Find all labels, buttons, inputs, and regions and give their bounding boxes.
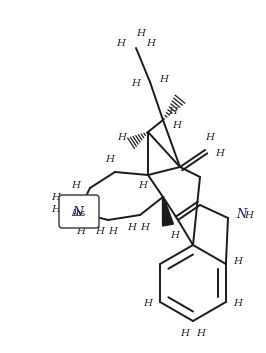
Text: Abs: Abs — [72, 209, 86, 217]
Text: H: H — [147, 38, 156, 48]
Text: H: H — [168, 108, 177, 116]
Text: H: H — [144, 299, 153, 309]
Text: N: N — [73, 205, 84, 219]
Text: H: H — [197, 329, 206, 337]
Text: H: H — [117, 38, 126, 48]
Text: H: H — [95, 227, 105, 237]
Text: H: H — [172, 120, 181, 130]
Text: H: H — [233, 299, 242, 309]
Text: H: H — [244, 210, 253, 220]
Text: H: H — [136, 30, 146, 38]
Text: H: H — [181, 329, 189, 337]
Text: H: H — [106, 156, 114, 164]
Text: H: H — [139, 180, 148, 190]
Text: H: H — [52, 192, 60, 202]
Text: H: H — [127, 222, 136, 232]
Text: H: H — [160, 76, 168, 84]
Polygon shape — [163, 197, 173, 226]
Text: H: H — [233, 257, 242, 267]
Text: H: H — [85, 208, 94, 216]
Text: H: H — [171, 231, 180, 239]
Text: H: H — [118, 132, 127, 142]
Text: H: H — [52, 205, 60, 215]
Text: H: H — [77, 227, 85, 237]
Text: H: H — [72, 181, 81, 191]
Text: N: N — [236, 209, 246, 221]
Text: H: H — [140, 222, 149, 232]
Text: H: H — [109, 227, 118, 237]
FancyBboxPatch shape — [59, 195, 99, 228]
Text: H: H — [131, 79, 140, 89]
Text: H: H — [206, 132, 214, 142]
Text: H: H — [215, 149, 225, 157]
